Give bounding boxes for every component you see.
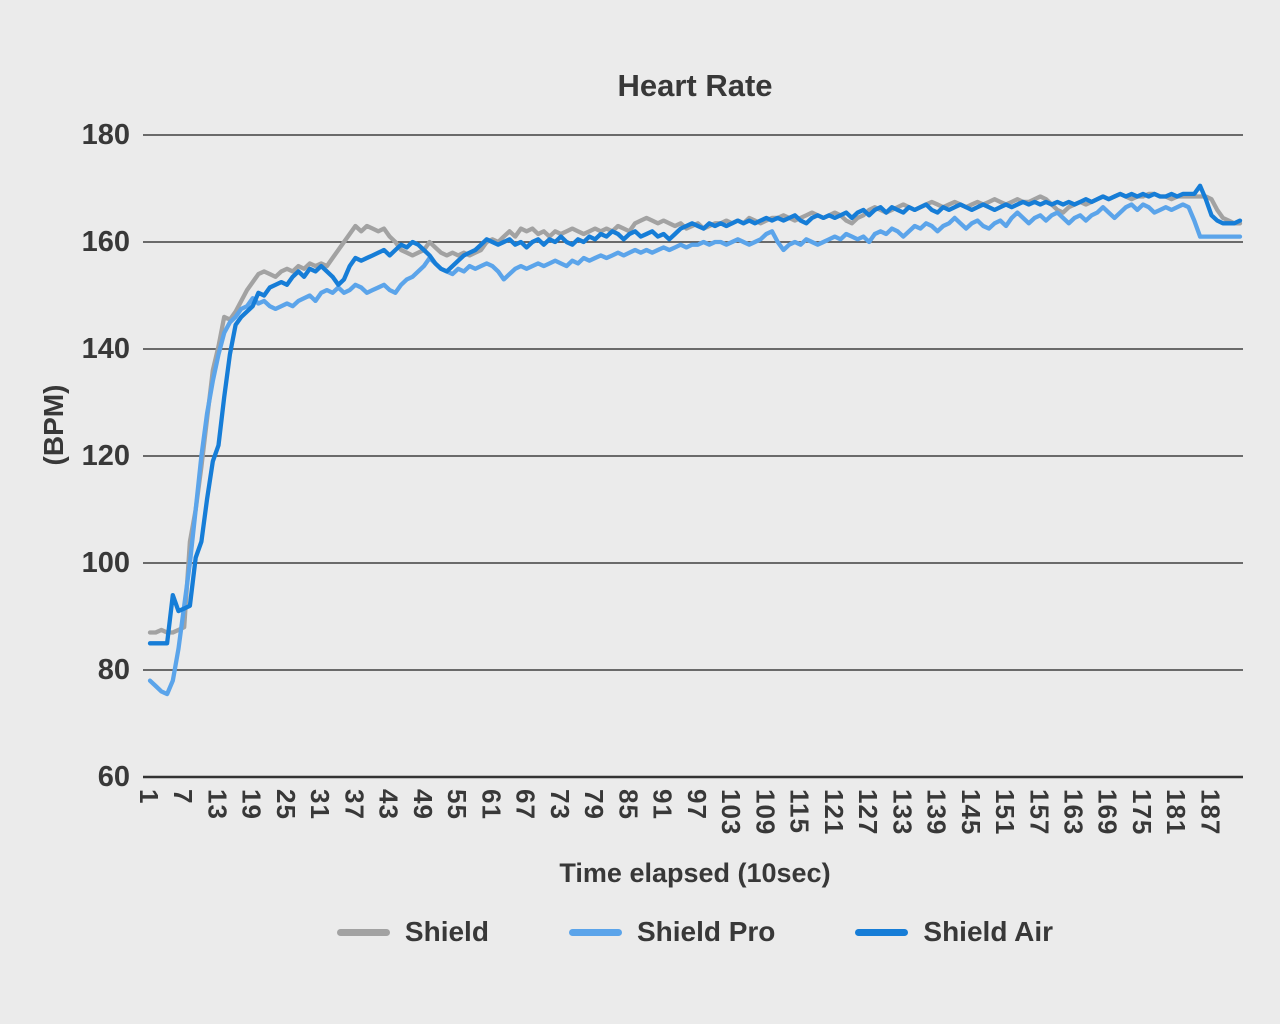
x-tick-label: 157 [1024,789,1055,836]
series-line-shield [147,191,1243,635]
x-tick-label: 151 [990,789,1021,836]
legend-label: Shield Air [923,916,1054,947]
x-tick-label: 97 [681,789,712,820]
x-tick-label: 103 [716,789,747,836]
x-tick-label: 109 [750,789,781,836]
x-tick-label: 145 [955,789,986,836]
x-tick-label: 163 [1058,789,1089,836]
y-tick-label: 140 [81,333,130,365]
x-tick-label: 73 [544,789,575,820]
legend-swatch-icon [855,928,909,936]
y-tick-label: 160 [81,226,130,258]
y-tick-label: 80 [97,654,130,686]
x-tick-label: 61 [476,789,507,820]
x-tick-label: 49 [407,789,438,820]
x-tick-label: 121 [818,789,849,836]
chart-title: Heart Rate [617,68,773,103]
y-tick-label: 180 [81,119,130,151]
x-tick-label: 79 [579,789,610,820]
series-line-shield-air [147,183,1243,646]
x-tick-label: 37 [339,789,370,820]
x-tick-label: 181 [1161,789,1192,836]
x-tick-label: 25 [270,789,301,820]
legend-item-shield-air: Shield Air [855,916,1053,948]
x-tick-label: 55 [442,789,473,820]
legend-swatch-icon [568,928,622,936]
x-tick-label: 187 [1195,789,1226,836]
x-tick-label: 13 [202,789,233,820]
y-tick-label: 120 [81,440,130,472]
legend-label: Shield Pro [636,916,776,947]
x-tick-label: 85 [613,789,644,820]
legend-label: Shield [404,916,489,947]
x-tick-label: 139 [921,789,952,836]
x-tick-label: 19 [236,789,267,820]
y-tick-label: 60 [97,761,130,793]
y-axis-title: (BPM) [38,384,69,466]
legend: Shield Shield Pro Shield Air [150,916,1240,948]
x-tick-label: 127 [853,789,884,836]
x-tick-label: 169 [1092,789,1123,836]
legend-item-shield-pro: Shield Pro [568,916,776,948]
x-tick-label: 7 [168,789,199,805]
x-tick-label: 43 [373,789,404,820]
y-tick-label: 100 [81,547,130,579]
x-tick-label: 31 [305,789,336,820]
legend-swatch-icon [336,928,390,936]
x-tick-label: 175 [1126,789,1157,836]
legend-item-shield: Shield [336,916,489,948]
x-axis-title: Time elapsed (10sec) [559,858,831,888]
series-line-shield-pro [147,202,1243,697]
x-tick-label: 1 [134,789,164,805]
x-tick-label: 115 [784,789,815,834]
x-tick-label: 67 [510,789,541,820]
x-tick-label: 133 [887,789,918,836]
x-tick-label: 91 [647,789,678,820]
